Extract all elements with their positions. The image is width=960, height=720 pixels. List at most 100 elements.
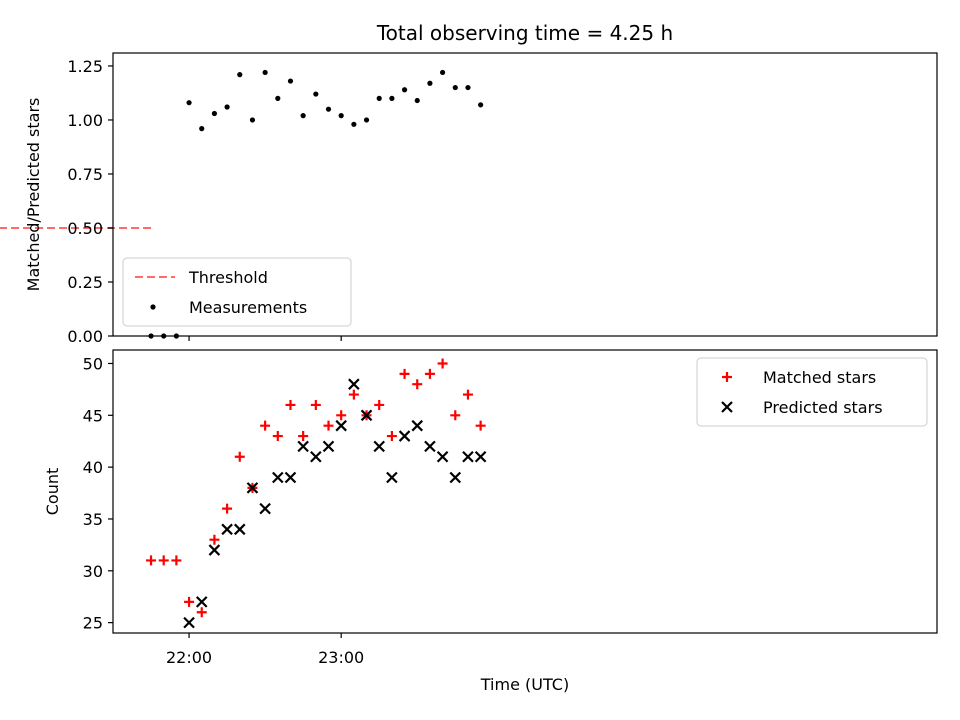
data-point [310, 399, 321, 410]
data-point [209, 534, 220, 545]
data-point [284, 471, 297, 484]
data-point [186, 100, 192, 106]
data-point [363, 117, 370, 123]
data-point [313, 91, 319, 97]
data-point [233, 523, 246, 536]
legend-label: Threshold [188, 268, 268, 287]
data-point [211, 110, 218, 117]
data-point [146, 555, 157, 566]
legend-marker-swatch [721, 401, 733, 413]
data-point [450, 410, 461, 421]
y-tick-label: 0.75 [67, 165, 103, 184]
data-point [373, 440, 385, 453]
data-point [474, 450, 487, 463]
data-point [221, 523, 233, 536]
count-panel: 25303540455022:0023:0000:0001:0002:00Cou… [43, 349, 938, 667]
data-point [285, 399, 296, 410]
legend-item: Matched stars [722, 368, 876, 387]
y-tick-label: 1.00 [67, 111, 103, 130]
legend-label: Matched stars [763, 368, 876, 387]
data-point [195, 596, 208, 608]
y-tick-label: 40 [83, 458, 103, 477]
x-axis-label: Time (UTC) [480, 675, 569, 694]
data-point [389, 95, 395, 101]
x-tick-label: 22:00 [166, 648, 212, 667]
data-point [237, 72, 243, 78]
data-point [272, 471, 284, 484]
data-point [335, 419, 347, 432]
data-point [322, 440, 335, 453]
data-point [386, 471, 398, 484]
series-predicted-stars [183, 378, 487, 629]
data-point [449, 471, 462, 484]
ratio-panel: 0.00 0.25 0.50 0.75 1.00 1.25 Matched/Predicte… [0, 52, 938, 346]
x-tick-label: 23:00 [318, 648, 364, 667]
data-point [272, 431, 283, 442]
data-point [183, 616, 195, 629]
data-point [260, 420, 271, 431]
data-point [336, 410, 347, 421]
data-point [275, 95, 281, 101]
data-point [436, 450, 449, 463]
axes-frame [112, 349, 938, 634]
data-point [249, 117, 256, 123]
legend-item: Predicted stars [721, 398, 883, 417]
y-tick-label: 0.25 [67, 273, 103, 292]
data-point [465, 84, 471, 91]
series-measurements [148, 69, 484, 339]
y-tick-label: 30 [83, 562, 103, 581]
legend-label: Predicted stars [763, 398, 883, 417]
data-point [475, 420, 486, 431]
y-axis-label: Count [43, 468, 62, 516]
data-point [325, 106, 332, 112]
data-point [348, 378, 360, 390]
y-tick-label: 0.00 [67, 327, 103, 346]
y-tick-label: 25 [83, 614, 103, 633]
data-point [440, 69, 446, 76]
data-point [323, 420, 334, 431]
y-tick-label: 50 [83, 354, 103, 373]
data-point [259, 502, 271, 515]
series-matched-stars [146, 358, 486, 618]
data-point [424, 368, 435, 379]
data-point [374, 399, 385, 410]
y-tick-label: 35 [83, 510, 103, 529]
legend-item: Threshold [135, 268, 268, 287]
data-point [171, 555, 182, 566]
data-point [376, 95, 382, 101]
data-point [386, 431, 397, 442]
data-point [399, 368, 410, 379]
legend-frame [696, 357, 928, 427]
y-tick-label: 0.50 [67, 219, 103, 238]
y-tick-label: 1.25 [67, 57, 103, 76]
data-point [401, 87, 408, 93]
y-axis-label: Matched/Predicted stars [24, 98, 43, 292]
data-point [412, 379, 423, 390]
legend-label: Measurements [189, 298, 307, 317]
axes-frame [112, 52, 938, 337]
data-point [262, 69, 268, 76]
legend-frame [122, 257, 352, 327]
chart-title: Total observing time = 4.25 h [376, 21, 673, 45]
data-point [310, 450, 322, 463]
data-point [411, 419, 424, 432]
data-point [222, 503, 233, 514]
data-point [234, 451, 245, 462]
data-point [427, 80, 433, 86]
data-point [398, 430, 411, 442]
legend-item: Measurements [150, 298, 307, 317]
data-point [462, 389, 473, 400]
data-point [224, 104, 230, 110]
data-point [287, 78, 294, 84]
data-point [199, 126, 205, 132]
data-point [300, 113, 306, 119]
data-point [246, 482, 259, 494]
data-point [184, 596, 195, 607]
data-point [348, 389, 359, 400]
legend-marker-swatch [150, 304, 156, 310]
data-point [338, 113, 344, 119]
y-tick-label: 45 [83, 406, 103, 425]
data-point [452, 84, 458, 91]
data-point [208, 544, 221, 556]
